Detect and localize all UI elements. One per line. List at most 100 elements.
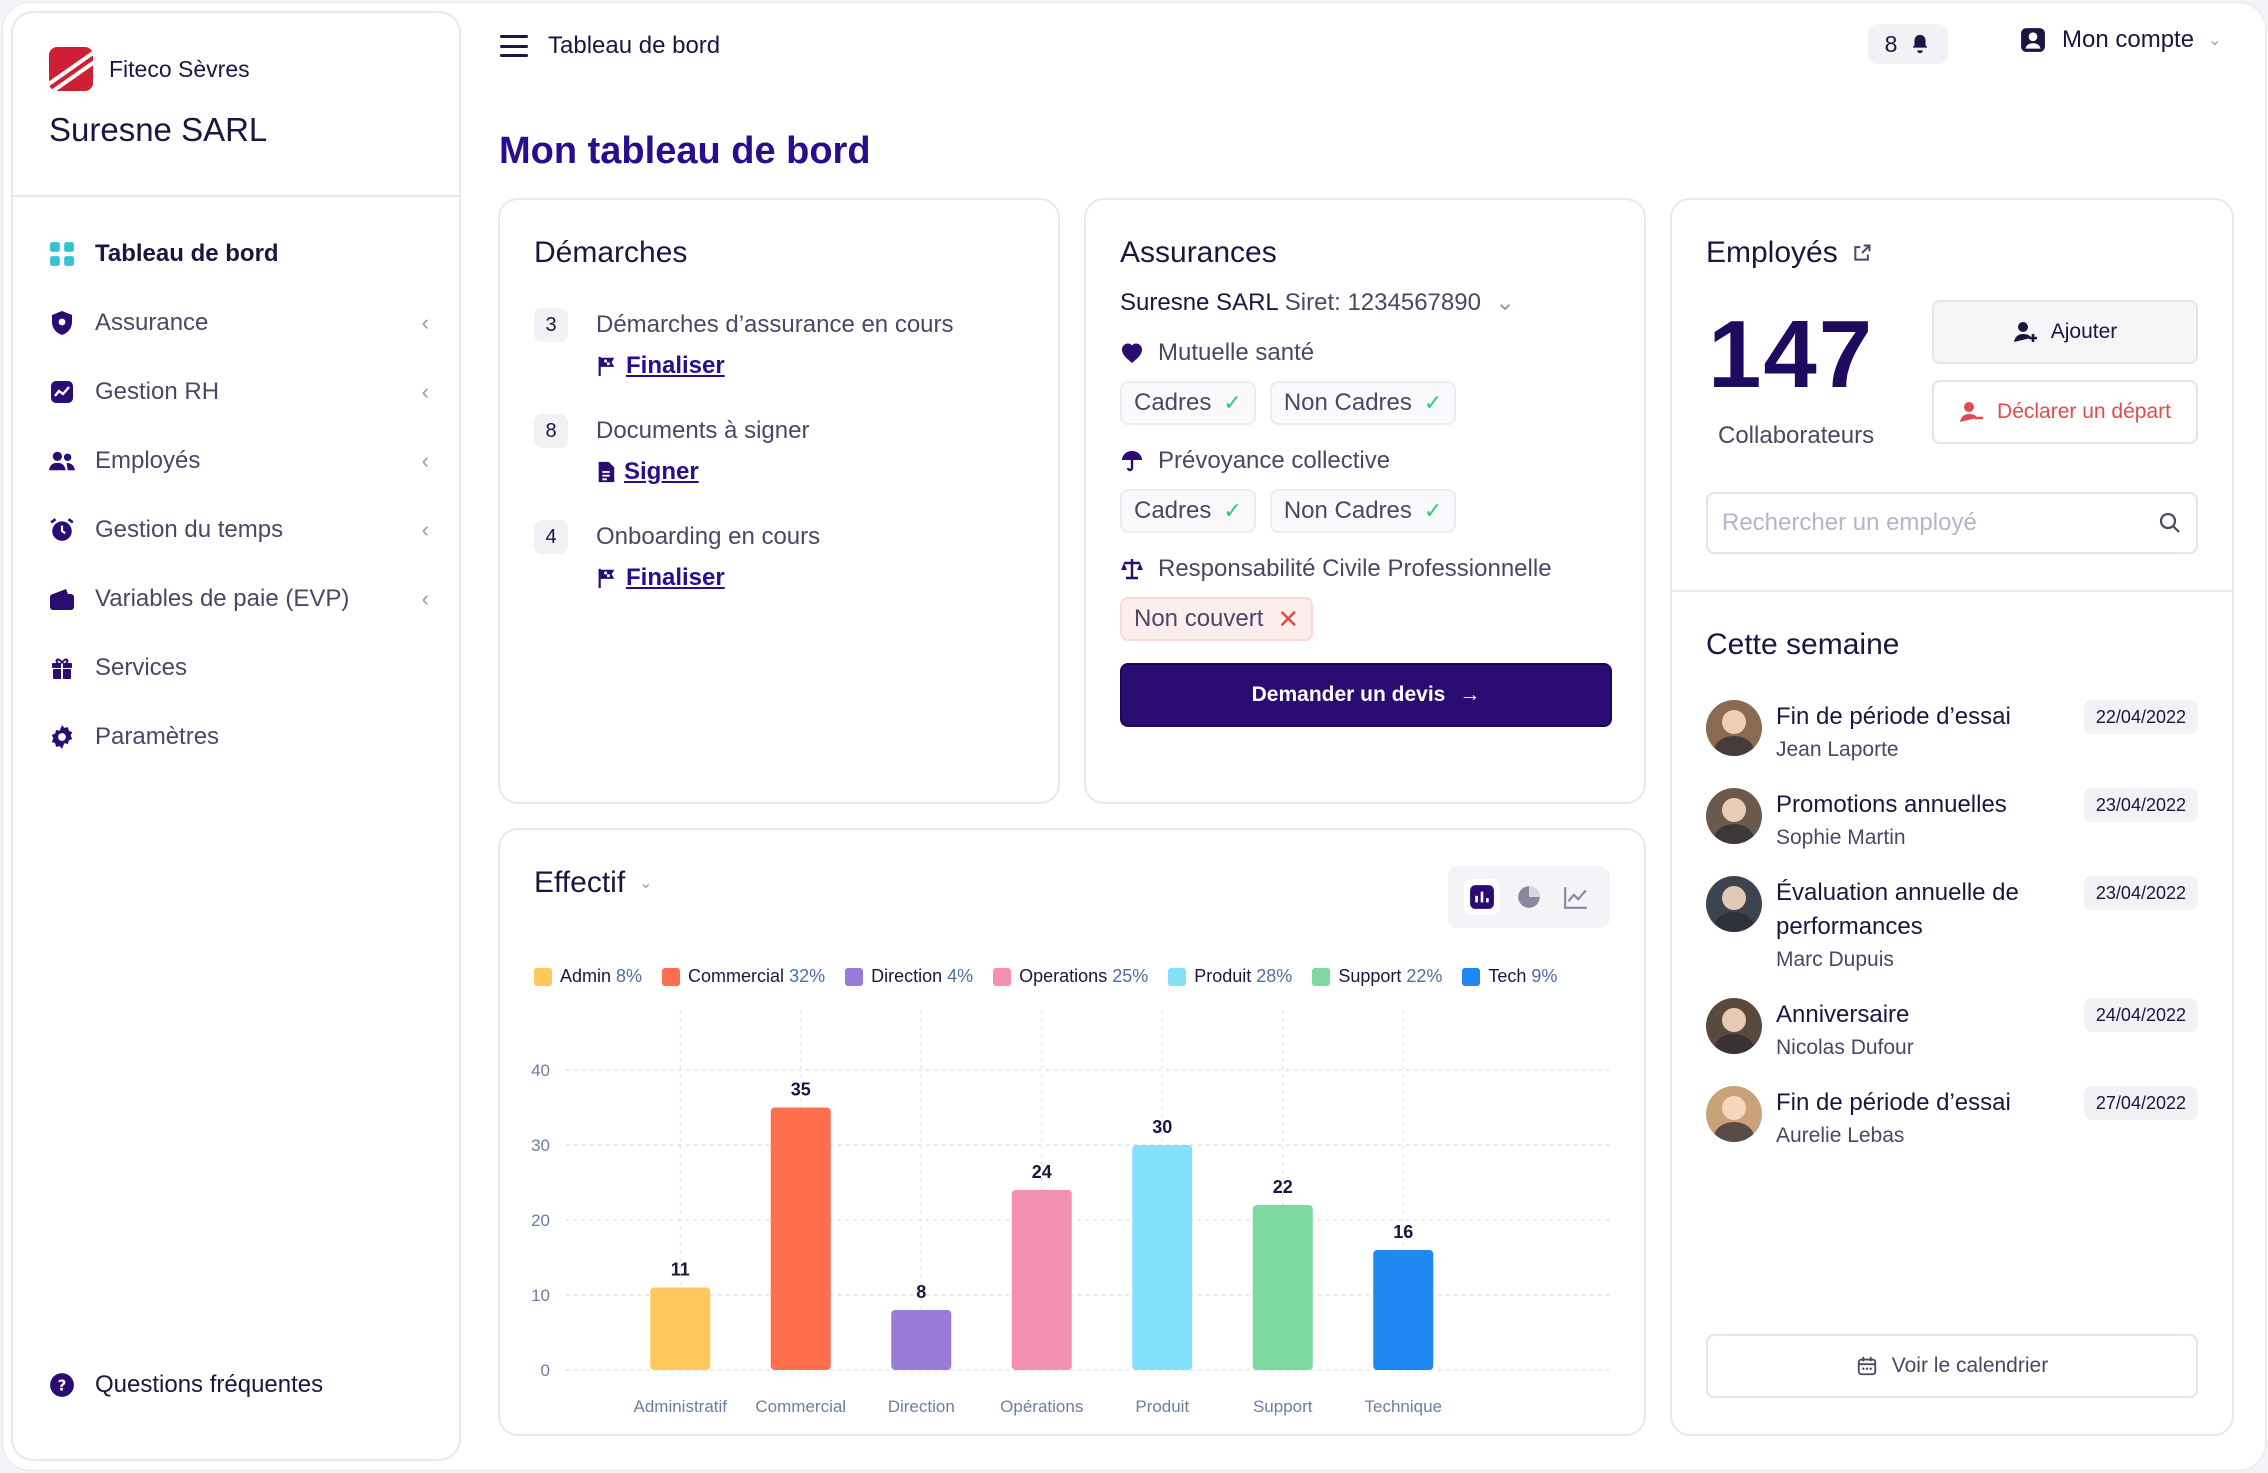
bar-support — [1252, 1205, 1313, 1370]
request-quote-button[interactable]: Demander un devis → — [1120, 663, 1612, 727]
event-item[interactable]: Fin de période d’essai Jean Laporte 22/04/… — [1706, 700, 2198, 762]
sidebar-item-variables-de-paie-evp[interactable]: Variables de paie (EVP) ‹ — [13, 564, 459, 633]
user-icon — [2021, 28, 2045, 52]
sidebar-item-label: Gestion RH — [95, 377, 220, 405]
demarche-action-link[interactable]: Signer — [596, 458, 809, 486]
sidebar-item-label: Services — [95, 653, 188, 681]
add-employee-button[interactable]: Ajouter — [1932, 300, 2198, 364]
sidebar-item-label: Paramètres — [95, 722, 220, 750]
menu-icon[interactable] — [500, 35, 528, 57]
sidebar-item-parametres[interactable]: Paramètres — [13, 702, 459, 771]
section-label: Mutuelle santé — [1158, 339, 1315, 366]
effectif-bar-chart: 0 10 20 30 40 11 Administratif 35 Commercial 8 Dir… — [531, 1010, 1612, 1416]
y-tick-label: 20 — [531, 1211, 550, 1230]
brand-header: Fiteco Sèvres Suresne SARL — [13, 13, 459, 197]
sidebar-item-gestion-rh[interactable]: Gestion RH ‹ — [13, 357, 459, 426]
legend-item[interactable]: Operations 25% — [993, 966, 1148, 987]
count-badge: 8 — [534, 414, 568, 448]
legend-swatch — [1168, 967, 1187, 986]
event-date: 24/04/2022 — [2083, 998, 2198, 1032]
grid-icon — [49, 241, 75, 267]
sidebar-item-assurance[interactable]: Assurance ‹ — [13, 288, 459, 357]
view-calendar-button[interactable]: Voir le calendrier — [1706, 1334, 2198, 1398]
legend-label: Produit — [1194, 966, 1252, 986]
legend-item[interactable]: Commercial 32% — [662, 966, 825, 987]
demarche-action-link[interactable]: Finaliser — [596, 352, 954, 380]
search-icon[interactable] — [2158, 511, 2182, 535]
event-person: Aurelie Lebas — [1776, 1124, 1905, 1147]
search-input[interactable] — [1722, 509, 2158, 537]
bar-produit — [1132, 1145, 1193, 1370]
employes-card: Employés 147 Collaborateurs Ajouter Décl… — [1670, 198, 2234, 1436]
heart-icon — [1122, 343, 1142, 363]
bar-direction — [891, 1310, 952, 1370]
event-title: Fin de période d’essai — [1776, 1089, 2011, 1116]
effectif-header[interactable]: Effectif ⌄ — [534, 866, 1610, 900]
bar-value-label: 16 — [1393, 1222, 1413, 1242]
legend-percent: 4% — [947, 966, 974, 986]
section-label: Prévoyance collective — [1158, 447, 1391, 474]
assurances-title: Assurances — [1120, 236, 1277, 269]
account-label: Mon compte — [2062, 26, 2195, 53]
legend-item[interactable]: Direction 4% — [845, 966, 973, 987]
legend-item[interactable]: Admin 8% — [534, 966, 642, 987]
event-title: Promotions annuelles — [1776, 791, 2007, 818]
bar-technique — [1373, 1250, 1434, 1370]
section-rc-pro: Responsabilité Civile Professionnelle — [1120, 555, 1610, 583]
sidebar-item-services[interactable]: Services — [13, 633, 459, 702]
sidebar-item-employes[interactable]: Employés ‹ — [13, 426, 459, 495]
wallet-icon — [49, 586, 75, 612]
x-tick-label: Support — [1253, 1397, 1313, 1416]
sidebar-item-gestion-du-temps[interactable]: Gestion du temps ‹ — [13, 495, 459, 564]
legend-item[interactable]: Support 22% — [1312, 966, 1442, 987]
sidebar-item-label: Tableau de bord — [95, 239, 279, 267]
account-menu[interactable]: Mon compte ⌄ — [2020, 26, 2221, 54]
demarche-text: Documents à signer — [596, 417, 810, 444]
event-item[interactable]: Fin de période d’essai Aurelie Lebas 27/04… — [1706, 1086, 2198, 1148]
count-badge: 3 — [534, 308, 568, 342]
event-item[interactable]: Évaluation annuelle de performances Marc … — [1706, 876, 2198, 972]
employes-title[interactable]: Employés — [1706, 236, 2198, 270]
faq-link[interactable]: ? Questions fréquentes — [49, 1371, 323, 1399]
demarche-text: Onboarding en cours — [596, 523, 821, 550]
legend-swatch — [1462, 967, 1481, 986]
legend-item[interactable]: Tech 9% — [1462, 966, 1557, 987]
week-title: Cette semaine — [1706, 628, 1900, 661]
bar-administratif — [650, 1287, 711, 1370]
legend-percent: 25% — [1112, 966, 1149, 986]
question-icon: ? — [50, 1373, 74, 1397]
avatar — [1706, 788, 1762, 844]
event-date: 27/04/2022 — [2083, 1086, 2198, 1120]
check-icon: ✓ — [1423, 498, 1443, 523]
legend-item[interactable]: Produit 28% — [1168, 966, 1292, 987]
legend-percent: 8% — [616, 966, 643, 986]
avatar — [1706, 700, 1762, 756]
legend-label: Tech — [1488, 966, 1527, 986]
add-user-icon — [2013, 322, 2037, 342]
bar-chart-toggle[interactable] — [1463, 879, 1500, 915]
event-item[interactable]: Anniversaire Nicolas Dufour 24/04/2022 — [1706, 998, 2198, 1060]
legend-label: Operations — [1019, 966, 1108, 986]
demarches-card: Démarches 3 Démarches d’assurance en cour… — [498, 198, 1060, 804]
legend-label: Support — [1338, 966, 1402, 986]
company-selector[interactable]: Suresne SARL Siret: 1234567890 ⌄ — [1120, 288, 1610, 317]
siret-label: Siret: 1234567890 — [1284, 288, 1481, 316]
event-item[interactable]: Promotions annuelles Sophie Martin 23/04/2… — [1706, 788, 2198, 850]
x-tick-label: Technique — [1364, 1397, 1442, 1416]
chart-icon — [49, 379, 75, 405]
legend-swatch — [662, 967, 681, 986]
employee-count-label: Collaborateurs — [1718, 422, 1875, 449]
sidebar-item-tableau-de-bord[interactable]: Tableau de bord — [13, 219, 459, 288]
notifications-button[interactable]: 8 — [1868, 24, 1948, 64]
line-chart-toggle[interactable] — [1558, 879, 1594, 915]
remove-user-icon — [1960, 402, 1984, 422]
x-tick-label: Commercial — [755, 1397, 846, 1416]
pie-chart-toggle[interactable] — [1511, 879, 1547, 915]
demarche-action-link[interactable]: Finaliser — [596, 564, 820, 592]
topbar: Tableau de bord 8 Mon compte ⌄ — [500, 24, 2248, 66]
sidebar-item-label: Variables de paie (EVP) — [95, 584, 350, 612]
company-name: Suresne SARL — [49, 111, 268, 148]
declare-departure-button[interactable]: Déclarer un départ — [1932, 380, 2198, 444]
chevron-left-icon: ‹ — [421, 516, 429, 542]
event-date: 22/04/2022 — [2083, 700, 2198, 734]
